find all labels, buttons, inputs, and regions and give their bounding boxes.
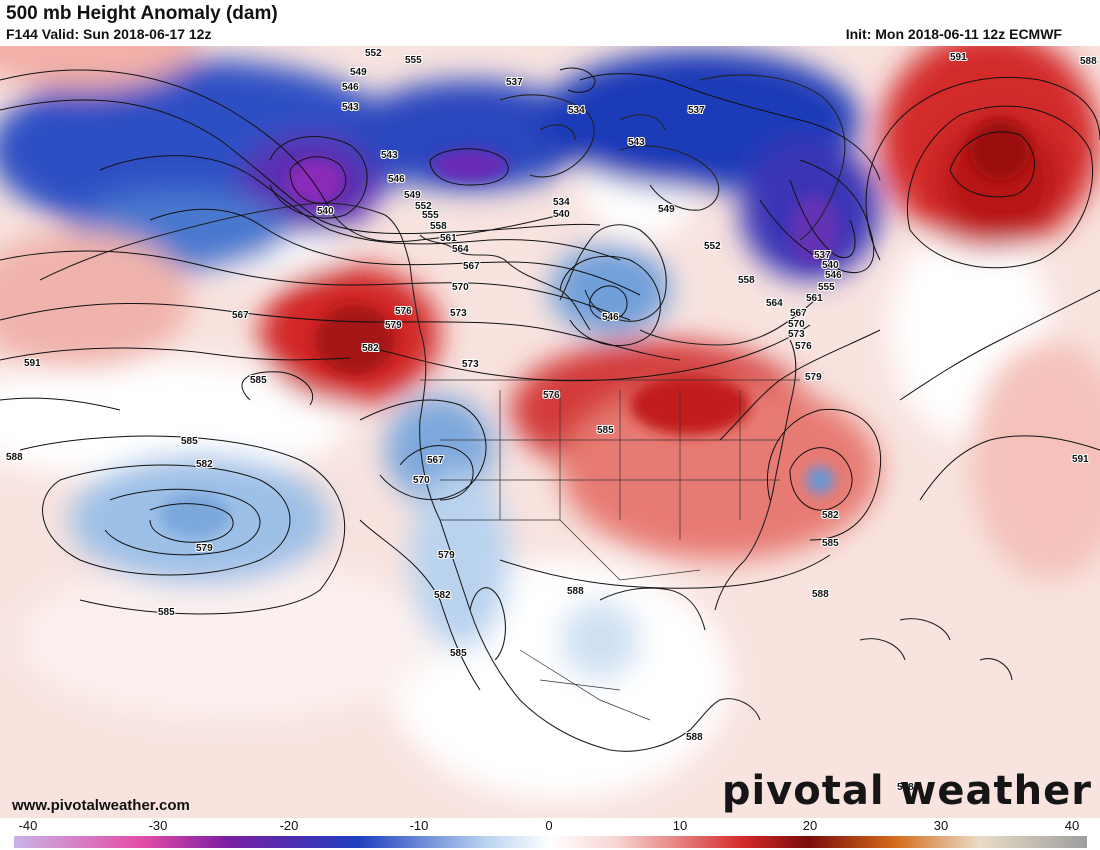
contour-label: 588 xyxy=(567,586,584,597)
contour-label: 588 xyxy=(897,782,914,793)
contour-label: 537 xyxy=(506,77,523,88)
contour-label: 567 xyxy=(790,308,807,319)
colorbar-tick: 10 xyxy=(672,818,688,833)
height-contours xyxy=(0,67,1100,691)
contour-label: 579 xyxy=(385,320,402,331)
contour-label: 552 xyxy=(415,201,432,212)
contour-label: 564 xyxy=(766,298,783,309)
contour-label: 570 xyxy=(452,282,469,293)
contour-label: 549 xyxy=(404,190,421,201)
header: 500 mb Height Anomaly (dam) F144 Valid: … xyxy=(0,0,1100,46)
contour-label: 549 xyxy=(658,204,675,215)
contour-label: 534 xyxy=(568,105,585,116)
colorbar-tick: -40 xyxy=(18,818,38,833)
contour-label-group: 552 555 549 546 543 537 534 543 537 591 … xyxy=(5,47,1098,794)
contour-label: 585 xyxy=(822,538,839,549)
contour-label: 591 xyxy=(24,358,41,369)
contour-label: 573 xyxy=(450,308,467,319)
init-time: Init: Mon 2018-06-11 12z ECMWF xyxy=(845,26,1062,42)
contour-label: 588 xyxy=(6,452,23,463)
contour-label: 579 xyxy=(196,543,213,554)
contour-label: 567 xyxy=(463,261,480,272)
contour-label: 561 xyxy=(806,293,823,304)
anomaly-cores xyxy=(160,120,1030,537)
contour-label: 552 xyxy=(704,241,721,252)
contour-label: 570 xyxy=(413,475,430,486)
contour-label: 555 xyxy=(405,55,422,66)
contour-label: 546 xyxy=(342,82,359,93)
contour-label: 585 xyxy=(181,436,198,447)
contour-label: 540 xyxy=(317,206,334,217)
coastlines xyxy=(39,74,1013,752)
colorbar-tick: 20 xyxy=(802,818,818,833)
brand-logo: pivotal weather xyxy=(721,768,1092,814)
contour-label: 558 xyxy=(430,221,447,232)
contour-label: 534 xyxy=(553,197,570,208)
contour-label: 582 xyxy=(362,343,379,354)
contour-label: 582 xyxy=(434,590,451,601)
website-url: www.pivotalweather.com xyxy=(12,797,190,814)
contour-label: 576 xyxy=(395,306,412,317)
contour-label: 585 xyxy=(450,648,467,659)
contour-label: 552 xyxy=(365,48,382,59)
contour-label: 576 xyxy=(543,390,560,401)
contour-label: 585 xyxy=(158,607,175,618)
contour-label: 546 xyxy=(602,312,619,323)
contour-label: 579 xyxy=(438,550,455,561)
contour-label: 546 xyxy=(825,270,842,281)
anomaly-shading xyxy=(0,46,1100,800)
contour-label: 579 xyxy=(805,372,822,383)
colorbar-tick: 0 xyxy=(545,818,553,833)
contour-label: 546 xyxy=(388,174,405,185)
contour-label: 573 xyxy=(788,329,805,340)
contour-label: 591 xyxy=(1072,454,1089,465)
contour-label: 549 xyxy=(350,67,367,78)
contour-label: 540 xyxy=(553,209,570,220)
contour-label: 543 xyxy=(342,102,359,113)
contour-label: 543 xyxy=(628,137,645,148)
contour-label: 537 xyxy=(688,105,705,116)
contour-label: 564 xyxy=(452,244,469,255)
colorbar-gradient xyxy=(14,836,1087,848)
anomaly-map: 552 555 549 546 543 537 534 543 537 591 … xyxy=(0,46,1100,818)
colorbar-tick: -10 xyxy=(409,818,429,833)
colorbar-tick: -20 xyxy=(279,818,299,833)
contour-label: 588 xyxy=(686,732,703,743)
contour-label: 576 xyxy=(795,341,812,352)
contour-label: 567 xyxy=(427,455,444,466)
valid-time: F144 Valid: Sun 2018-06-17 12z xyxy=(6,26,212,42)
contour-label: 573 xyxy=(462,359,479,370)
contour-label: 585 xyxy=(597,425,614,436)
colorbar-tick: 30 xyxy=(933,818,949,833)
colorbar xyxy=(14,836,1087,848)
contour-label: 558 xyxy=(738,275,755,286)
contour-label: 567 xyxy=(232,310,249,321)
contour-label: 540 xyxy=(822,260,839,271)
colorbar-tick: -30 xyxy=(148,818,168,833)
contour-label: 561 xyxy=(440,233,457,244)
contour-label: 588 xyxy=(1080,56,1097,67)
contour-label: 582 xyxy=(196,459,213,470)
colorbar-ticks: -40 -30 -20 -10 0 10 20 30 40 xyxy=(0,818,1100,834)
colorbar-tick: 40 xyxy=(1064,818,1080,833)
contour-label: 585 xyxy=(250,375,267,386)
contour-label: 588 xyxy=(812,589,829,600)
contour-label: 591 xyxy=(950,52,967,63)
contour-label: 555 xyxy=(422,210,439,221)
contour-label: 570 xyxy=(788,319,805,330)
contour-label: 537 xyxy=(814,250,831,261)
contour-label: 582 xyxy=(822,510,839,521)
map-title: 500 mb Height Anomaly (dam) xyxy=(6,3,278,24)
contour-label: 555 xyxy=(818,282,835,293)
contour-label: 543 xyxy=(381,150,398,161)
